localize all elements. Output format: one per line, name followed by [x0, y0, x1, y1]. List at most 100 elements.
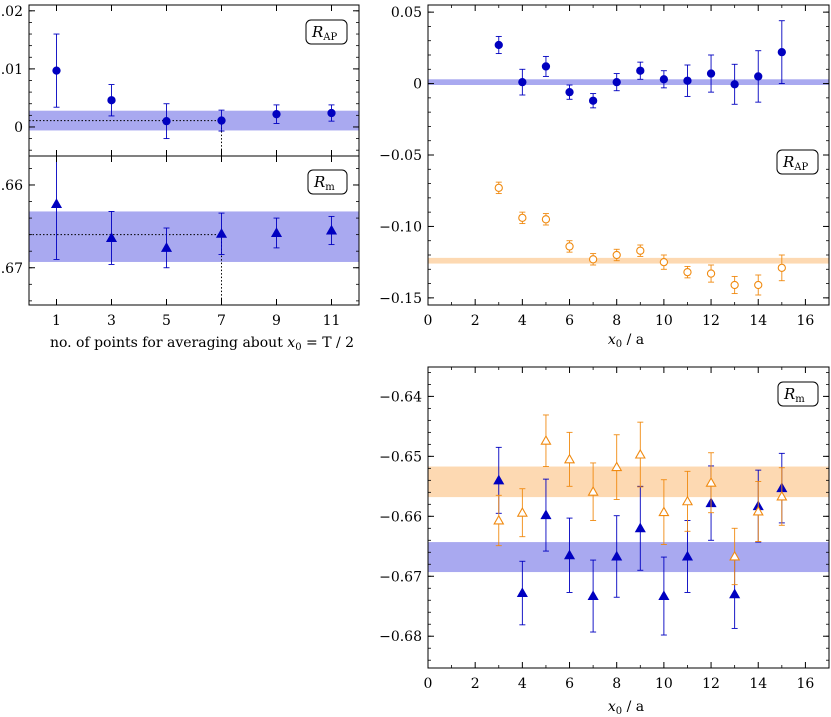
x-tick-label: 16: [796, 313, 814, 329]
x-tick-label: 10: [655, 313, 673, 329]
data-point: [612, 77, 621, 87]
data-point: [494, 40, 503, 50]
data-point: [541, 215, 551, 224]
error-band: [428, 79, 829, 85]
data-point: [215, 228, 228, 238]
panel-top-left: 0 0.01 0.02 RAP: [0, 4, 360, 157]
legend-frame: [776, 149, 819, 175]
data-point: [634, 448, 646, 459]
y-tick-label: −0.10: [379, 219, 422, 235]
y-tick-label: 0: [14, 120, 23, 136]
data-point: [160, 242, 173, 252]
x-tick-label: 8: [612, 313, 621, 329]
legend-box: Rm: [307, 169, 348, 195]
plot-area: [428, 20, 829, 296]
x-tick-label: 7: [217, 313, 226, 329]
error-band: [428, 466, 829, 498]
data-point: [777, 47, 786, 57]
data-point: [729, 550, 741, 561]
data-point: [706, 269, 716, 278]
data-point: [563, 453, 576, 464]
panel-bottom-right: −0.64 −0.65 −0.66 −0.67 −0.68 0 2 4 6 8 10 12 14 16 Rm: [379, 366, 830, 692]
x-tick-label: 9: [272, 313, 281, 329]
legend-label: Rm: [783, 385, 805, 405]
data-point: [754, 280, 763, 290]
data-point: [494, 183, 503, 193]
data-point: [217, 116, 226, 125]
data-point: [588, 96, 598, 105]
data-point: [658, 506, 670, 517]
data-point: [540, 435, 552, 445]
x-tick-label: 5: [162, 313, 171, 329]
data-point: [681, 495, 694, 506]
legend-box: Rm: [777, 381, 819, 407]
y-tick-label: −0.15: [379, 291, 422, 307]
left-x-axis-label: no. of points for averaging about x0 = T…: [50, 335, 354, 353]
y-tick-label: 0.02: [0, 4, 23, 20]
x-tick-label: 6: [565, 676, 574, 692]
x-tick-label: 14: [749, 313, 767, 329]
x-tick-label: 8: [612, 676, 621, 692]
data-point: [107, 96, 116, 105]
data-point: [730, 280, 739, 290]
legend-label: Rm: [313, 173, 335, 193]
data-point: [587, 486, 599, 496]
x-tick-label: 2: [471, 676, 480, 692]
y-tick-label: −0.67: [379, 569, 422, 585]
data-point: [777, 263, 786, 273]
x-axis-labels: no. of points for averaging about x0 = T…: [50, 332, 644, 717]
plot-area: [29, 156, 359, 305]
y-tick-label: −0.65: [379, 449, 422, 465]
data-point: [327, 108, 336, 118]
x-tick-label: 14: [749, 676, 767, 692]
right-top-x-axis-label: x0 / a: [608, 332, 644, 350]
error-band: [29, 211, 359, 262]
data-point: [776, 490, 788, 501]
data-point: [565, 87, 574, 97]
legend-frame: [307, 169, 348, 195]
legend-label: RAP: [311, 23, 338, 43]
x-tick-label: 12: [702, 313, 720, 329]
y-tick-label: 0.05: [391, 5, 422, 21]
legend-frame: [777, 381, 819, 407]
y-tick-label: −0.66: [379, 509, 422, 525]
error-band: [428, 542, 829, 573]
data-point: [658, 590, 670, 601]
legend-box: RAP: [776, 149, 819, 175]
data-point: [563, 549, 576, 560]
legend-label: RAP: [782, 153, 809, 173]
error-band: [428, 257, 829, 264]
y-tick-label: −0.67: [0, 261, 23, 277]
plot-frame: [28, 155, 360, 306]
data-point: [588, 255, 598, 264]
data-point: [541, 62, 551, 71]
data-point: [706, 69, 716, 78]
data-point: [705, 477, 717, 487]
data-point: [272, 110, 281, 119]
data-point: [565, 242, 574, 251]
x-tick-label: 4: [518, 313, 527, 329]
data-point: [516, 587, 528, 598]
data-point: [754, 72, 763, 81]
y-tick-label: 0.01: [0, 62, 23, 78]
y-tick-label: 0: [413, 77, 422, 93]
data-point: [270, 227, 283, 237]
data-point: [162, 117, 171, 126]
data-point: [659, 257, 669, 267]
x-tick-label: 4: [518, 676, 527, 692]
data-point: [636, 246, 645, 255]
plot-area: [428, 414, 829, 636]
data-point: [587, 590, 599, 601]
data-point: [325, 224, 338, 235]
y-tick-label: −0.68: [379, 629, 422, 645]
x-tick-label: 0: [424, 313, 433, 329]
data-point: [730, 80, 739, 89]
data-point: [636, 66, 645, 75]
panel-bottom-left: −0.66 −0.67 1 3 5 7 9 11 Rm: [0, 155, 360, 329]
y-tick-label: −0.66: [0, 178, 23, 194]
data-point: [518, 77, 527, 87]
data-point: [105, 232, 118, 242]
x-tick-label: 1: [52, 313, 61, 329]
data-point: [729, 588, 741, 599]
data-point: [50, 198, 63, 209]
